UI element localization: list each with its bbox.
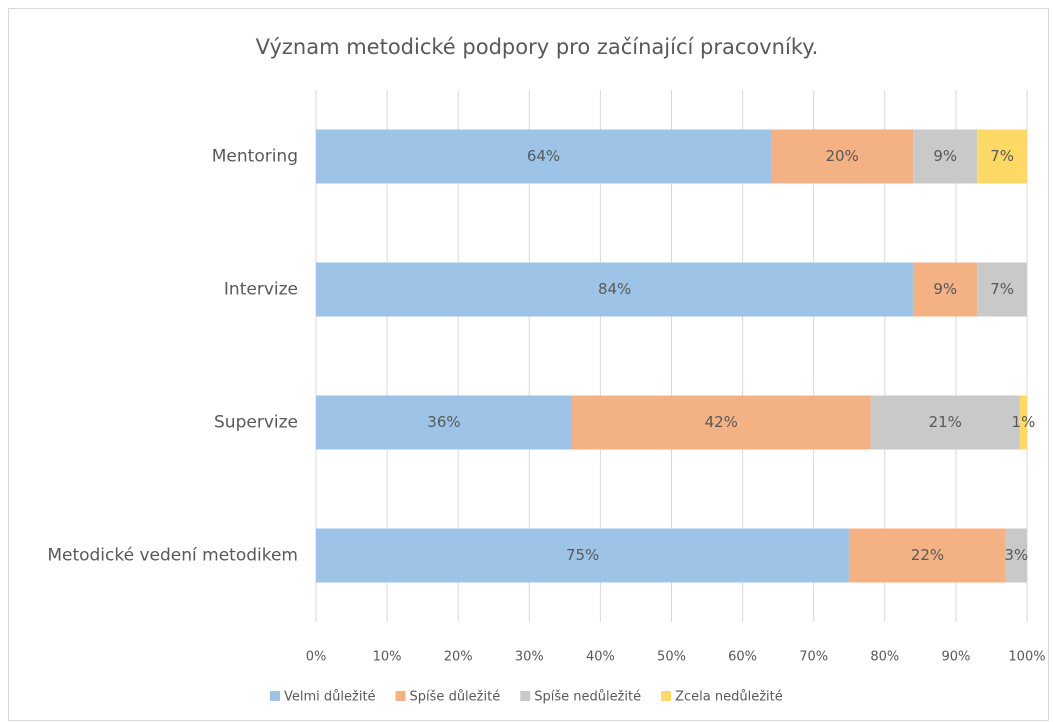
x-tick-label: 100% [1008, 650, 1045, 665]
bar-segment [316, 129, 772, 184]
x-tick-label: 60% [728, 650, 757, 665]
x-tick-label: 70% [799, 650, 828, 665]
bar-segment [316, 262, 914, 317]
data-label: 9% [933, 147, 957, 165]
data-label: 21% [929, 413, 962, 431]
x-tick-label: 20% [444, 650, 473, 665]
x-tick-label: 0% [306, 650, 327, 665]
data-label: 7% [990, 147, 1014, 165]
legend-label: Velmi důležité [284, 690, 376, 705]
data-label: 84% [598, 280, 631, 298]
data-label: 36% [427, 413, 460, 431]
bar-segment [849, 528, 1006, 583]
data-label: 42% [705, 413, 738, 431]
bar-segment [316, 395, 572, 450]
chart-title: Význam metodické podpory pro začínající … [256, 35, 819, 59]
x-tick-label: 30% [515, 650, 544, 665]
y-tick-label: Metodické vedení metodikem [47, 546, 298, 566]
bar-segment [913, 129, 978, 184]
legend-swatch [270, 691, 280, 701]
legend-label: Zcela nedůležité [675, 690, 783, 705]
legend-label: Spíše důležité [410, 690, 501, 705]
x-tick-label: 40% [586, 650, 615, 665]
legend-swatch [520, 691, 531, 701]
y-tick-label: Intervize [224, 280, 298, 300]
legend-label: Spíše nedůležité [534, 690, 641, 705]
bar-segment [771, 129, 914, 184]
data-label: 75% [566, 546, 599, 564]
data-label: 1% [1012, 413, 1036, 431]
data-label: 22% [911, 546, 944, 564]
bar-segment [913, 262, 978, 317]
data-label: 20% [825, 147, 858, 165]
data-label: 64% [527, 147, 560, 165]
data-label: 9% [933, 280, 957, 298]
data-label: 7% [990, 280, 1014, 298]
chart-frame [8, 8, 1049, 721]
x-tick-label: 80% [870, 650, 899, 665]
bar-segment [316, 528, 850, 583]
legend-swatch [395, 691, 406, 701]
legend-swatch [661, 691, 672, 701]
bar-segment [1005, 528, 1027, 583]
x-tick-label: 90% [941, 650, 970, 665]
bar-segment [977, 262, 1027, 317]
data-label: 3% [1004, 546, 1028, 564]
bar-segment [977, 129, 1027, 184]
x-tick-label: 10% [373, 650, 402, 665]
x-tick-label: 50% [657, 650, 686, 665]
bar-segment [571, 395, 871, 450]
bar-segment [870, 395, 1020, 450]
y-tick-label: Supervize [214, 413, 298, 433]
y-tick-label: Mentoring [212, 147, 298, 167]
bar-segment [1019, 395, 1027, 450]
